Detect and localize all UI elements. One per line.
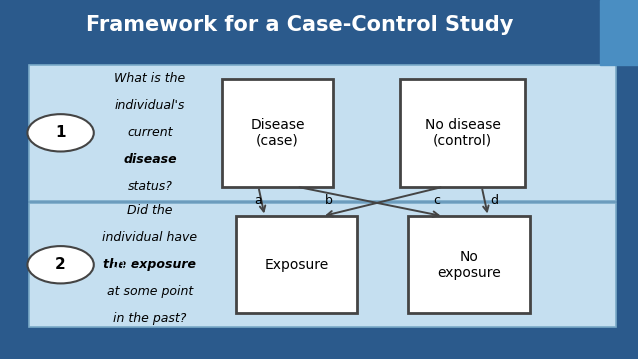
Text: 1: 1 xyxy=(56,125,66,140)
Text: 2: 2 xyxy=(56,257,66,272)
Text: status?: status? xyxy=(128,180,172,193)
FancyBboxPatch shape xyxy=(401,79,524,187)
Text: a: a xyxy=(255,194,262,207)
Text: the: the xyxy=(112,258,137,271)
Text: current: current xyxy=(127,126,173,139)
Text: No disease
(control): No disease (control) xyxy=(425,118,500,148)
FancyBboxPatch shape xyxy=(29,203,616,327)
Text: the exposure: the exposure xyxy=(103,258,197,271)
Text: individual's: individual's xyxy=(115,99,185,112)
Circle shape xyxy=(27,114,94,151)
Text: d: d xyxy=(491,194,498,207)
FancyBboxPatch shape xyxy=(29,65,616,201)
Text: Did the: Did the xyxy=(127,204,173,218)
Bar xyxy=(600,0,638,65)
Text: disease: disease xyxy=(123,153,177,166)
Text: b: b xyxy=(325,194,332,207)
Text: individual have: individual have xyxy=(102,231,198,244)
Circle shape xyxy=(27,246,94,284)
Text: c: c xyxy=(434,194,440,207)
Text: Disease
(case): Disease (case) xyxy=(250,118,305,148)
Text: in the past?: in the past? xyxy=(113,312,187,325)
FancyBboxPatch shape xyxy=(222,79,333,187)
Text: at some point: at some point xyxy=(107,285,193,298)
FancyBboxPatch shape xyxy=(236,216,357,313)
Text: Exposure: Exposure xyxy=(265,258,329,272)
Text: No
exposure: No exposure xyxy=(437,250,501,280)
FancyBboxPatch shape xyxy=(408,216,530,313)
Text: Framework for a Case-Control Study: Framework for a Case-Control Study xyxy=(86,15,514,35)
Text: What is the: What is the xyxy=(114,73,186,85)
